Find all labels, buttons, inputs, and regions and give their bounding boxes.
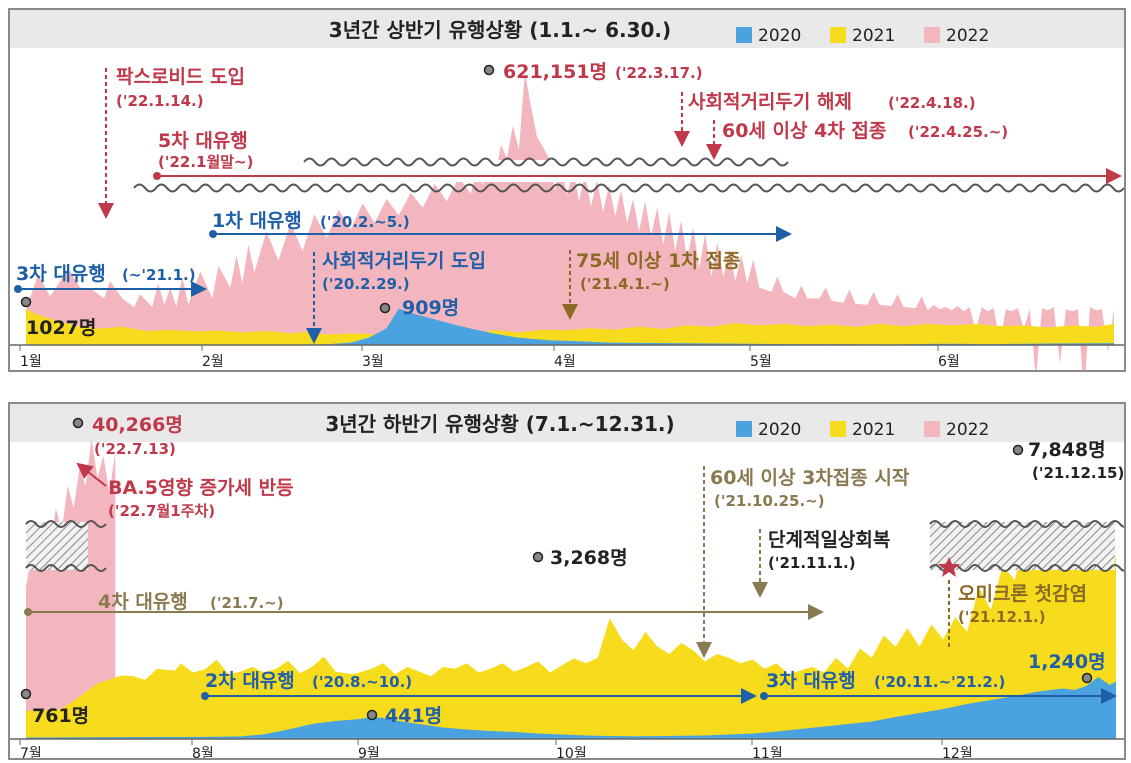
wave4-date: ('21.7.~) [210,594,284,612]
ba5-title: BA.5영향 증가세 반등 [108,477,294,499]
axis-break-wave [929,564,1124,572]
legend-label-2022: 2022 [946,26,989,46]
ba5-pointer [76,462,107,487]
axis-break-wave [133,183,1124,193]
peak-marker-2020-high [1081,672,1093,684]
peak-date-2021-high: ('21.12.15) [1032,464,1124,482]
omicron-star-icon [938,557,960,577]
x-tick-label: 3월 [362,354,384,370]
wave5-title: 5차 대유행 [158,130,248,152]
x-tick-label: 6월 [938,354,960,370]
wave1-title: 1차 대유행 [212,210,302,232]
wave3-date: ('20.11.~'21.2.) [874,673,1005,691]
wave2-title: 2차 대유행 [205,670,295,692]
peak-marker-2022 [483,64,495,76]
wave4-title: 4차 대유행 [98,591,188,613]
legend-label-2022: 2022 [946,420,989,440]
first-half-panel: 3년간 상반기 유행상황 (1.1.~ 6.30.) 2020 2021 202… [8,8,1126,372]
peak-marker-2021-high [1012,444,1024,456]
wave3-title: 3차 대유행 [16,263,106,285]
peak-label-2020: 909명 [402,297,459,319]
x-ticks: 7월 8월 9월 10월 11월 12월 [19,739,973,758]
peak-date-2022: ('22.7.13) [94,440,176,458]
legend-label-2020: 2020 [758,26,801,46]
x-ticks: 1월 2월 3월 4월 5월 6월 [19,345,960,370]
chart-title: 3년간 상반기 유행상황 (1.1.~ 6.30.) [329,18,671,42]
legend-label-2021: 2021 [852,26,895,46]
legend-swatch-2020 [736,421,752,437]
vaccine75-title: 75세 이상 1차 접종 [576,250,740,272]
axis-break-hatch-2021 [930,522,1115,570]
area-2022 [26,71,1114,370]
axis-break-wave [25,520,107,528]
booster4-date: ('22.4.25.~) [908,123,1008,141]
x-tick-label: 8월 [192,746,214,758]
chart-title: 3년간 하반기 유행상황 (7.1.~12.31.) [325,412,674,436]
wave2-date: ('20.8.~10.) [312,673,412,691]
recovery-date: ('21.11.1.) [768,554,856,572]
vaccine75-date: ('21.4.1.~) [580,275,670,293]
x-tick-label: 12월 [942,746,973,758]
peak-label-2021-high: 7,848명 [1028,439,1106,461]
axis-break-hatch-2022 [26,522,88,570]
paxlovid-title: 팍스로비드 도입 [116,66,245,88]
booster3-date: ('21.10.25.~) [714,492,825,510]
paxlovid-date: ('22.1.14.) [116,92,204,110]
peak-date-2022: ('22.3.17.) [615,64,703,82]
first-half-chart: 3년간 상반기 유행상황 (1.1.~ 6.30.) 2020 2021 202… [10,10,1124,370]
peak-marker-2022 [72,417,84,429]
peak-marker-2021-mid [532,551,544,563]
distancing-start-title: 사회적거리두기 도입 [322,250,486,272]
booster4-title: 60세 이상 4차 접종 [722,120,886,142]
wave1-date: ('20.2.~5.) [320,213,410,231]
legend-swatch-2020 [736,27,752,43]
peak-label-2021-low: 761명 [32,705,89,727]
x-tick-label: 1월 [20,354,42,370]
x-tick-label: 5월 [750,354,772,370]
peak-marker-2020-low [366,709,378,721]
x-tick-label: 11월 [752,746,783,758]
axis-break-wave [25,564,107,572]
recovery-title: 단계적일상회복 [768,529,890,551]
second-half-chart: 3년간 하반기 유행상황 (7.1.~12.31.) 2020 2021 202… [10,404,1124,758]
axis-break-wave [929,520,1124,528]
legend-label-2020: 2020 [758,420,801,440]
legend-swatch-2022 [924,27,940,43]
omicron-date: ('21.12.1.) [958,608,1046,626]
x-tick-label: 10월 [556,746,587,758]
wave3-date: (~'21.1.) [122,266,196,284]
peak-label-2022: 621,151명 [503,61,607,83]
peak-label-2021: 1027명 [26,317,96,339]
booster3-title: 60세 이상 3차접종 시작 [710,467,910,489]
legend-swatch-2022 [924,421,940,437]
wave5-date: ('22.1월말~) [158,153,253,171]
area-2021 [26,309,1114,345]
area-2022 [26,439,116,739]
legend-swatch-2021 [830,27,846,43]
legend-swatch-2021 [830,421,846,437]
peak-marker-2020 [379,302,391,314]
second-half-panel: 3년간 하반기 유행상황 (7.1.~12.31.) 2020 2021 202… [8,402,1126,760]
omicron-title: 오미크론 첫감염 [958,583,1087,605]
area-2020 [26,677,1116,739]
wave3-title: 3차 대유행 [766,670,856,692]
x-tick-label: 7월 [20,746,42,758]
legend-label-2021: 2021 [852,420,895,440]
x-tick-label: 2월 [202,354,224,370]
peak-label-2020-high: 1,240명 [1028,651,1106,673]
peak-label-2020-low: 441명 [385,705,442,727]
x-tick-label: 4월 [554,354,576,370]
peak-label-2021-mid: 3,268명 [550,547,628,569]
area-2021 [26,521,1116,739]
x-tick-label: 9월 [358,746,380,758]
distancing-start-date: ('20.2.29.) [322,275,410,293]
distancing-lift-title: 사회적거리두기 해제 [688,91,852,113]
peak-label-2022: 40,266명 [92,414,183,436]
ba5-date: ('22.7월1주차) [108,502,215,520]
peak-marker-2021-low [20,688,32,700]
distancing-lift-date: ('22.4.18.) [888,94,976,112]
peak-marker-2021 [20,296,32,308]
